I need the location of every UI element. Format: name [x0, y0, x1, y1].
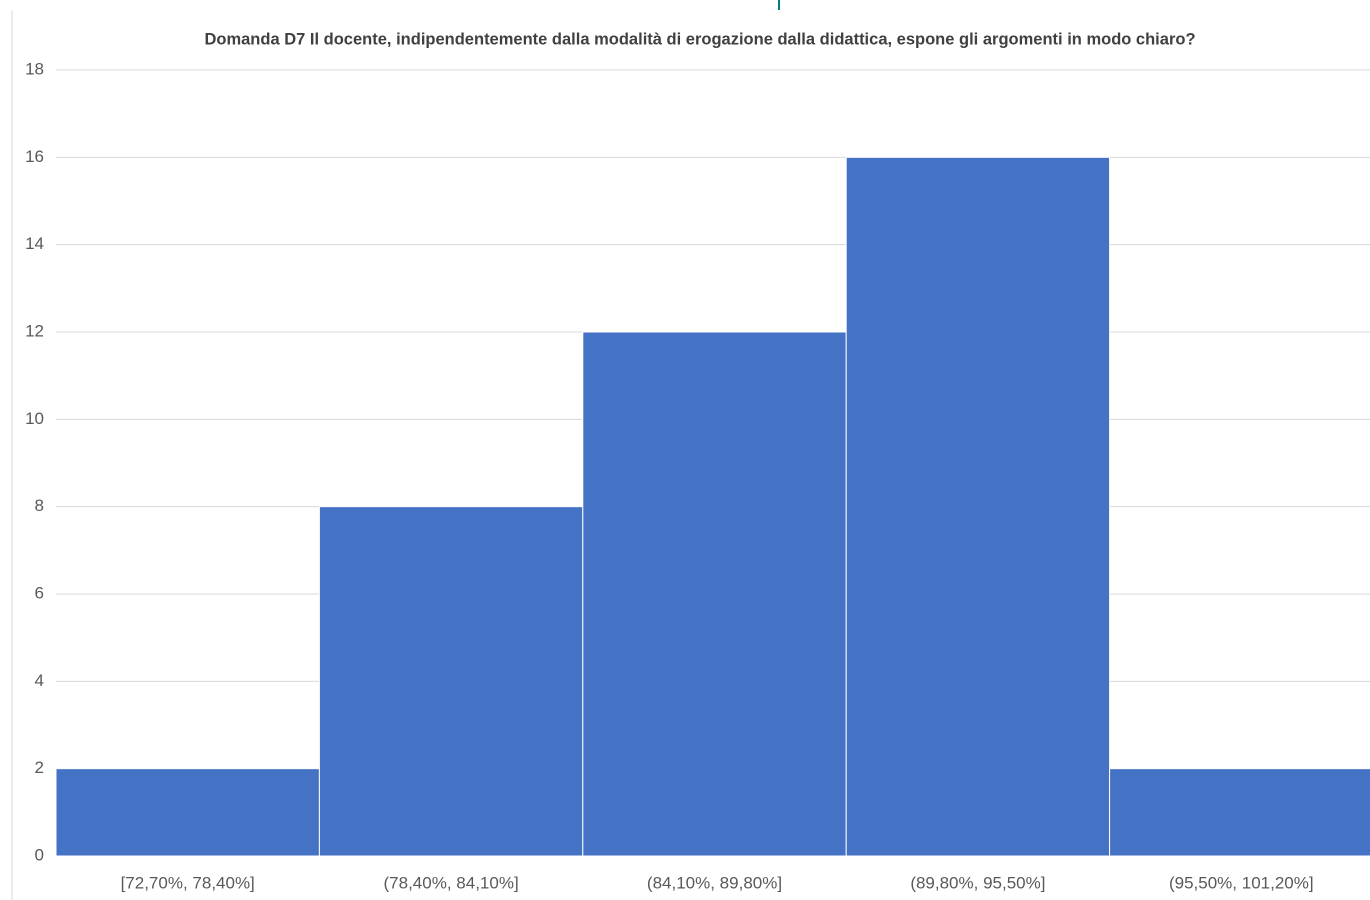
y-tick-label: 8	[35, 496, 44, 515]
x-tick-label: [72,70%, 78,40%]	[121, 873, 255, 892]
x-tick-label: (78,40%, 84,10%]	[384, 873, 519, 892]
bar	[318, 506, 584, 857]
y-tick-label: 4	[35, 671, 44, 690]
y-tick-label: 14	[25, 234, 44, 253]
y-tick-label: 2	[35, 758, 44, 777]
y-tick-label: 10	[25, 409, 44, 428]
y-tick-label: 16	[25, 147, 44, 166]
y-tick-label: 18	[25, 59, 44, 78]
y-tick-label: 12	[25, 321, 44, 340]
bar	[55, 768, 320, 857]
x-tick-label: (89,80%, 95,50%]	[910, 873, 1045, 892]
chart-title: Domanda D7 Il docente, indipendentemente…	[204, 30, 1195, 48]
bar	[1109, 768, 1370, 857]
y-tick-label: 6	[35, 583, 44, 602]
x-tick-label: (84,10%, 89,80%]	[647, 873, 782, 892]
y-tick-label: 0	[35, 845, 44, 864]
bar	[845, 156, 1111, 857]
x-tick-label: (95,50%, 101,20%]	[1169, 873, 1314, 892]
bar	[582, 331, 847, 857]
